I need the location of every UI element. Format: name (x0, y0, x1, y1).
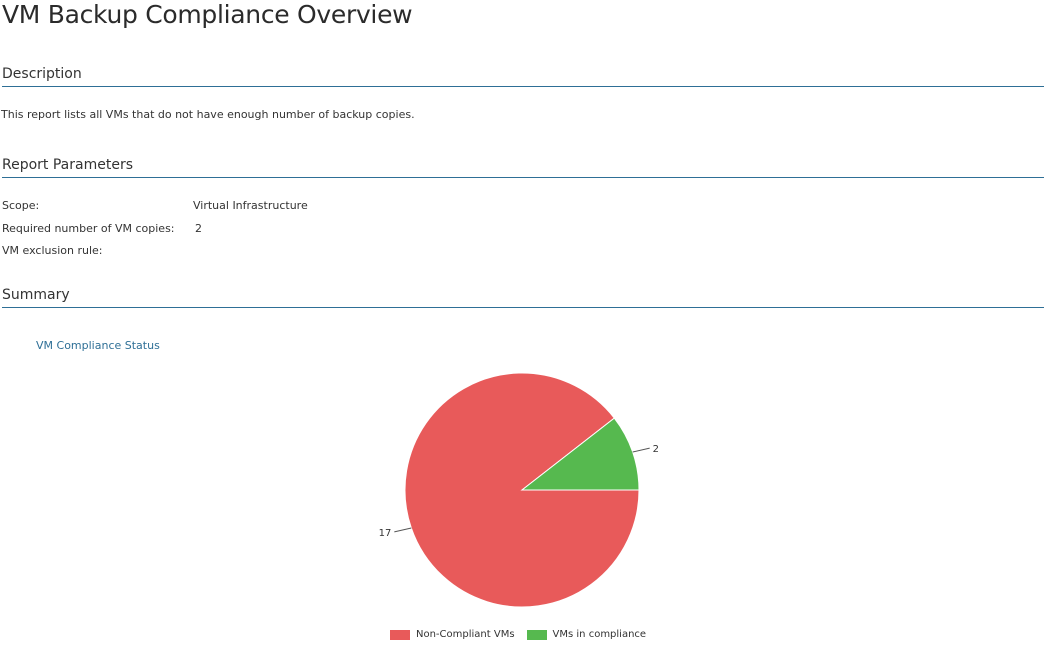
param-scope-label: Scope: (2, 199, 40, 212)
param-copies-label: Required number of VM copies: (2, 222, 175, 235)
param-scope-value: Virtual Infrastructure (193, 199, 308, 212)
legend-swatch-non-compliant (390, 629, 410, 640)
chart-title: VM Compliance Status (36, 339, 160, 352)
description-text: This report lists all VMs that do not ha… (1, 108, 415, 121)
slice-non-compliant-leader-line (394, 527, 412, 533)
chart-legend: Non-Compliant VMs VMs in compliance (390, 629, 658, 640)
description-header: Description (2, 66, 1044, 87)
legend-item-compliant: VMs in compliance (526, 629, 647, 640)
slice-compliant-data-label: 2 (653, 444, 659, 455)
report-parameters-header: Report Parameters (2, 157, 1044, 178)
legend-item-non-compliant: Non-Compliant VMs (390, 629, 515, 640)
pie-chart: 17 2 (379, 372, 659, 608)
param-copies-value: 2 (195, 222, 202, 235)
slice-compliant (520, 417, 640, 491)
summary-header: Summary (2, 287, 1044, 308)
param-exclusion-label: VM exclusion rule: (2, 244, 103, 257)
legend-label-compliant: VMs in compliance (552, 629, 647, 640)
slice-non-compliant-data-label: 17 (379, 528, 392, 539)
page-title: VM Backup Compliance Overview (2, 0, 413, 29)
legend-swatch-compliant (526, 629, 547, 640)
legend-label-non-compliant: Non-Compliant VMs (416, 629, 515, 640)
slice-compliant-leader-line (632, 447, 650, 453)
